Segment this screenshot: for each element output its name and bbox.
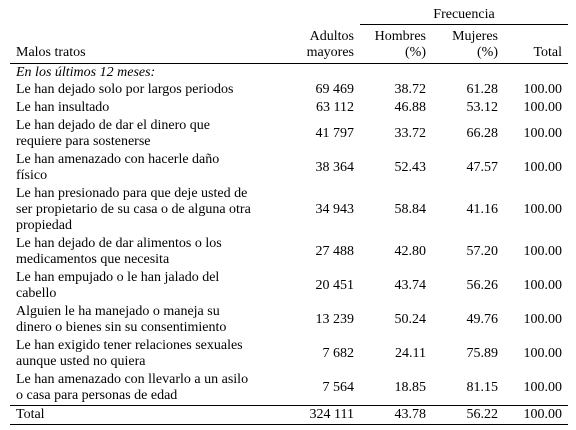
subheader-row: En los últimos 12 meses: [10, 64, 568, 82]
row-label: Le han presionado para que deje usted de… [16, 186, 251, 233]
table-row: Le han insultado 63 112 46.88 53.12 100.00 [10, 99, 568, 117]
adultos-mayores-cell: 20 451 [315, 278, 355, 293]
table-row: Le han amenazado con llevarlo a un asilo… [10, 371, 568, 406]
adultos-mayores-cell: 41 797 [315, 126, 355, 141]
total-cell: 100.00 [523, 100, 563, 115]
table-row: Le han dejado solo por largos periodos 69… [10, 81, 568, 99]
subheader-text: En los últimos 12 meses: [16, 64, 156, 80]
table-row: Le han exigido tener relaciones sexuales… [10, 337, 568, 371]
col-header-malos-tratos: Malos tratos [16, 45, 86, 60]
table-row: Alguien le ha manejado o maneja su dinero… [10, 303, 568, 337]
total-cell: 100.00 [523, 312, 563, 327]
adultos-mayores-cell: 7 682 [322, 346, 355, 361]
adultos-mayores-cell: 27 488 [315, 244, 355, 259]
adultos-mayores-cell: 7 564 [322, 380, 355, 395]
row-label: Le han amenazado con hacerle daño físico [16, 152, 220, 183]
frecuencia-header-row: Frecuencia [10, 6, 569, 25]
hombres-cell: 52.43 [394, 160, 427, 175]
mujeres-cell: 75.89 [466, 346, 499, 361]
hombres-cell: 42.80 [394, 244, 427, 259]
malos-tratos-table: Frecuencia Malos tratos Adultos mayores … [10, 6, 569, 425]
total-mujeres-cell: 56.22 [466, 407, 499, 422]
hombres-cell: 33.72 [394, 126, 427, 141]
row-label: Le han exigido tener relaciones sexuales… [16, 338, 243, 369]
adultos-mayores-cell: 63 112 [316, 100, 354, 115]
hombres-cell: 46.88 [394, 100, 427, 115]
col-header-hombres: Hombres (%) [374, 29, 426, 60]
row-label: Le han amenazado con llevarlo a un asilo… [16, 372, 249, 403]
mujeres-cell: 53.12 [466, 100, 499, 115]
table-row: Le han empujado o le han jalado del cabel… [10, 269, 568, 303]
total-cell: 100.00 [523, 202, 563, 217]
table-row: Le han presionado para que deje usted de… [10, 185, 568, 235]
total-cell: 100.00 [523, 380, 563, 395]
mujeres-cell: 41.16 [466, 202, 499, 217]
mujeres-cell: 49.76 [466, 312, 499, 327]
total-label: Total [16, 407, 45, 422]
total-adultos-cell: 324 111 [309, 407, 354, 422]
row-label: Le han dejado de dar alimentos o los medi… [16, 236, 222, 267]
total-cell: 100.00 [523, 82, 563, 97]
mujeres-cell: 66.28 [466, 126, 499, 141]
adultos-mayores-cell: 13 239 [315, 312, 355, 327]
table-row: Le han dejado de dar el dinero que requie… [10, 117, 568, 151]
hombres-cell: 50.24 [394, 312, 427, 327]
table-row: Le han dejado de dar alimentos o los medi… [10, 235, 568, 269]
mujeres-cell: 47.57 [466, 160, 499, 175]
table-row: Le han amenazado con hacerle daño físico 3… [10, 151, 568, 185]
col-header-mujeres: Mujeres (%) [452, 29, 498, 60]
total-cell: 100.00 [523, 160, 563, 175]
mujeres-cell: 61.28 [466, 82, 499, 97]
total-row: Total 324 111 43.78 56.22 100.00 [10, 405, 569, 425]
hombres-cell: 58.84 [394, 202, 427, 217]
total-hombres-cell: 43.78 [394, 407, 427, 422]
mujeres-cell: 81.15 [466, 380, 499, 395]
total-cell: 100.00 [523, 126, 563, 141]
hombres-cell: 18.85 [394, 380, 427, 395]
row-label: Le han dejado solo por largos periodos [16, 82, 234, 97]
col-header-total: Total [533, 45, 563, 60]
hombres-cell: 43.74 [394, 278, 427, 293]
col-header-adultos-mayores: Adultos mayores [306, 29, 354, 60]
hombres-cell: 38.72 [394, 82, 427, 97]
total-cell: 100.00 [523, 346, 563, 361]
frecuencia-header: Frecuencia [360, 6, 569, 25]
adultos-mayores-cell: 69 469 [315, 82, 355, 97]
total-cell: 100.00 [523, 278, 563, 293]
row-label: Le han empujado o le han jalado del cabel… [16, 270, 220, 301]
mujeres-cell: 56.26 [466, 278, 499, 293]
column-header-row: Malos tratos Adultos mayores Hombres (%)… [10, 25, 569, 64]
row-label: Alguien le ha manejado o maneja su dinero… [16, 304, 227, 335]
adultos-mayores-cell: 38 364 [315, 160, 355, 175]
row-label: Le han insultado [16, 100, 110, 115]
hombres-cell: 24.11 [395, 346, 426, 361]
total-total-cell: 100.00 [523, 407, 563, 422]
row-label: Le han dejado de dar el dinero que requie… [16, 118, 210, 149]
mujeres-cell: 57.20 [466, 244, 499, 259]
total-cell: 100.00 [523, 244, 563, 259]
adultos-mayores-cell: 34 943 [315, 202, 355, 217]
